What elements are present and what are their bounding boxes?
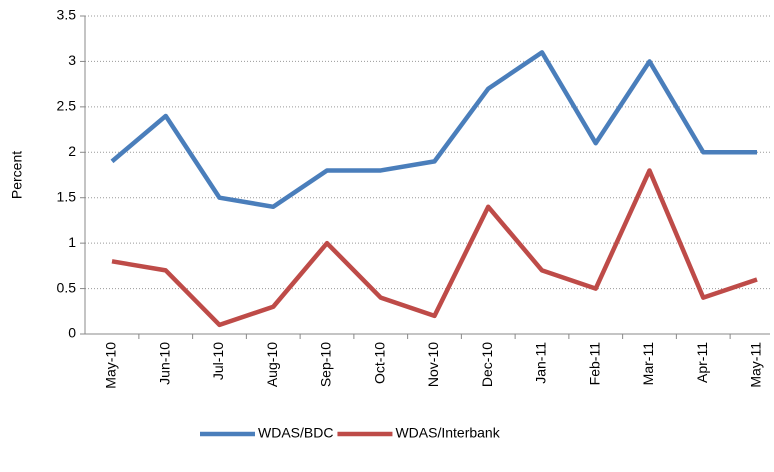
x-tick-label: Jun-10 — [156, 342, 172, 385]
y-tick-label: 3 — [68, 52, 76, 68]
legend-label: WDAS/BDC — [258, 425, 333, 441]
series-line — [111, 168, 758, 328]
x-tick-label: Aug-10 — [264, 342, 280, 387]
x-tick-label: Apr-11 — [694, 342, 710, 383]
x-tick-label: Jul-10 — [210, 342, 226, 380]
y-tick-label: 0.5 — [57, 279, 77, 295]
series-line — [110, 50, 757, 210]
x-tick-label: Feb-11 — [586, 342, 602, 386]
x-tick-label: Mar-11 — [640, 342, 656, 386]
x-tick-label: May-11 — [748, 342, 764, 388]
y-tick-label: 2.5 — [57, 98, 77, 114]
x-tick-label: Jan-11 — [533, 342, 549, 384]
x-tick-label: May-10 — [103, 342, 119, 389]
y-tick-label: 3.5 — [57, 7, 77, 23]
x-tick-label: Nov-10 — [425, 342, 441, 387]
y-tick-label: 2 — [68, 143, 76, 159]
y-axis-label: Percent — [9, 151, 25, 199]
legend-label: WDAS/Interbank — [395, 425, 500, 441]
y-tick-label: 1 — [68, 234, 76, 250]
y-tick-label: 1.5 — [57, 188, 77, 204]
y-tick-label: 0 — [68, 325, 76, 341]
x-tick-label: Dec-10 — [479, 342, 495, 387]
x-tick-label: Oct-10 — [371, 342, 387, 384]
x-tick-label: Sep-10 — [318, 342, 334, 387]
